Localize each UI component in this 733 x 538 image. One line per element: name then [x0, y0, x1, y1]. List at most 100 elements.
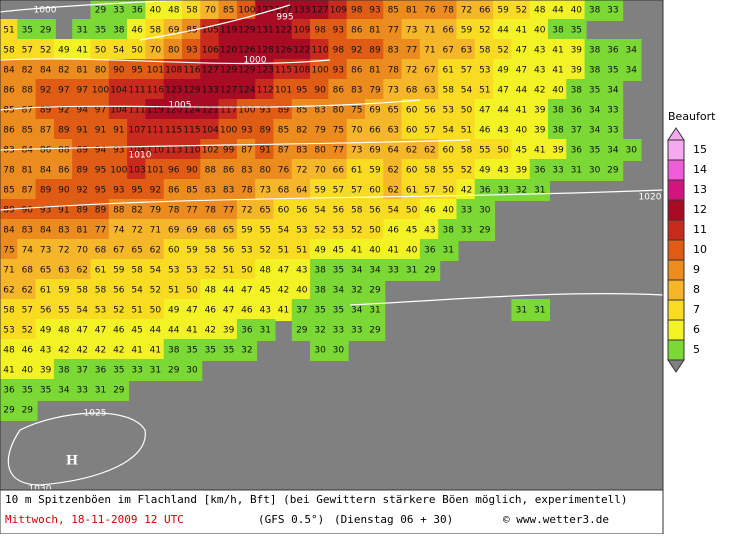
gust-cell — [328, 239, 349, 261]
gust-cell — [291, 39, 313, 61]
gust-value: 62 — [3, 286, 14, 296]
legend-label: 10 — [693, 243, 707, 256]
gust-cell — [53, 299, 75, 321]
gust-value: 124 — [183, 106, 200, 116]
legend-swatch — [667, 299, 685, 321]
gust-value: 44 — [497, 26, 509, 36]
gust-value: 120 — [165, 106, 182, 116]
gust-value: 71 — [150, 226, 161, 236]
gust-cell — [493, 119, 514, 141]
gust-cell — [401, 39, 422, 61]
gust-value: 36 — [424, 246, 436, 256]
gust-value: 75 — [3, 246, 14, 256]
gust-cell — [90, 299, 111, 321]
gust-cell — [17, 219, 38, 241]
gust-cell — [0, 319, 20, 341]
gust-cell — [17, 179, 38, 201]
gust-value: 38 — [552, 126, 564, 136]
gust-value: 76 — [278, 166, 290, 176]
gust-value: 50 — [497, 146, 509, 156]
gust-value: 87 — [40, 126, 51, 136]
gust-cell — [108, 299, 130, 321]
gust-value: 122 — [293, 46, 310, 56]
gust-cell — [310, 119, 331, 141]
legend-label: 14 — [693, 163, 707, 176]
gust-cell — [90, 0, 111, 21]
gust-cell — [0, 39, 20, 61]
legend-title: Beaufort — [668, 110, 716, 123]
gust-cell — [145, 0, 166, 21]
gust-cell — [511, 119, 532, 141]
gust-value: 34 — [625, 46, 637, 56]
gust-value: 45 — [131, 326, 142, 336]
gust-value: 56 — [369, 206, 381, 216]
gust-value: 46 — [205, 306, 217, 316]
gust-cell — [401, 79, 422, 101]
gust-value: 41 — [351, 246, 362, 256]
gust-value: 57 — [424, 186, 435, 196]
gust-cell — [273, 39, 294, 61]
gust-cell — [218, 319, 239, 341]
gust-value: 70 — [351, 126, 363, 136]
gust-cell — [127, 79, 148, 101]
isobar — [139, 4, 291, 41]
gust-cell — [90, 79, 111, 101]
gust-value: 97 — [58, 86, 69, 96]
gust-cell — [584, 99, 605, 121]
gust-value: 40 — [571, 6, 583, 16]
gust-cell — [218, 339, 239, 361]
gust-value: 49 — [314, 246, 326, 256]
gust-value: 38 — [442, 226, 454, 236]
gust-cell — [346, 0, 367, 21]
gust-value: 29 — [424, 266, 436, 276]
gust-value: 93 — [186, 46, 197, 56]
gust-cell — [17, 119, 38, 141]
gust-cell — [419, 79, 441, 101]
gust-value: 75 — [351, 106, 362, 116]
gust-value: 51 — [278, 246, 289, 256]
gust-value: 98 — [351, 6, 363, 16]
gust-cell — [401, 179, 422, 201]
gust-value: 65 — [131, 246, 142, 256]
gust-cell — [365, 179, 386, 201]
gust-cell — [474, 219, 496, 241]
gust-value: 30 — [625, 146, 637, 156]
gust-cell — [108, 39, 130, 61]
gust-value: 78 — [388, 66, 400, 76]
gust-value: 61 — [40, 286, 51, 296]
gust-value: 48 — [3, 346, 15, 356]
gust-value: 62 — [76, 266, 87, 276]
gust-cell — [200, 59, 221, 81]
gust-value: 41 — [552, 66, 563, 76]
gust-value: 31 — [534, 306, 545, 316]
gust-value: 66 — [479, 6, 491, 16]
gust-cell — [310, 299, 331, 321]
gust-value: 87 — [22, 106, 33, 116]
gust-cell — [365, 279, 386, 301]
gust-cell — [182, 179, 203, 201]
gust-value: 56 — [40, 306, 52, 316]
gust-cell — [35, 179, 56, 201]
gust-cell — [401, 0, 422, 21]
gust-cell — [90, 119, 111, 141]
legend-label: 5 — [693, 343, 700, 356]
gust-cell — [273, 59, 294, 81]
gust-value: 89 — [3, 206, 15, 216]
gust-value: 33 — [607, 126, 618, 136]
gust-cell — [127, 239, 148, 261]
gust-cell — [200, 99, 221, 121]
gust-value: 57 — [424, 126, 435, 136]
gust-cell — [127, 179, 148, 201]
gust-cell — [365, 79, 386, 101]
gust-cell — [511, 79, 532, 101]
gust-cell — [365, 139, 386, 161]
gust-value: 40 — [406, 246, 418, 256]
gust-cell — [108, 59, 130, 81]
gust-value: 44 — [150, 326, 162, 336]
gust-value: 58 — [150, 26, 162, 36]
gust-value: 77 — [388, 26, 399, 36]
gust-value: 65 — [223, 226, 234, 236]
gust-value: 77 — [406, 46, 417, 56]
gust-cell — [456, 19, 477, 41]
gust-cell — [365, 19, 386, 41]
